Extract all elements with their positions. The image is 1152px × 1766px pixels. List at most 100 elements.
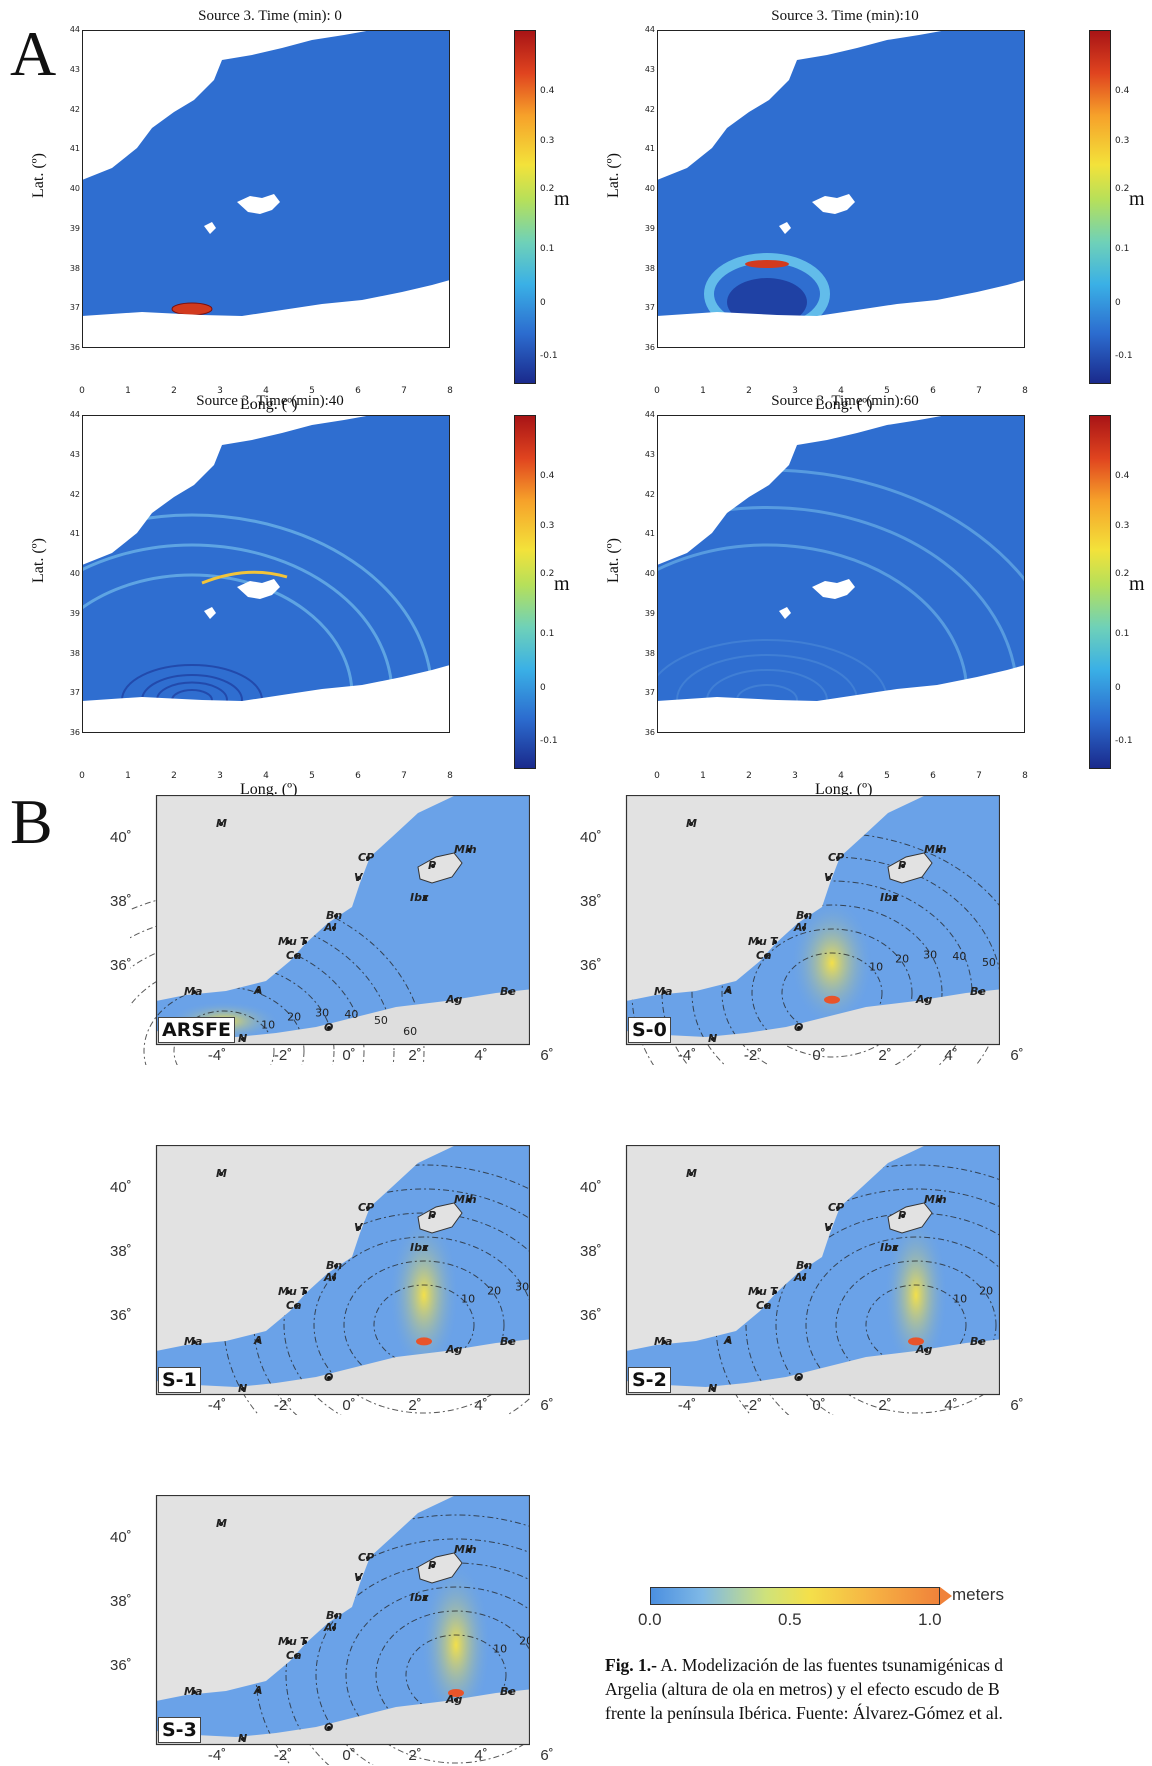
scenario-tag: ARSFE	[158, 1017, 235, 1043]
x-tick-label: 5	[309, 386, 315, 396]
place-label: Ag	[915, 1343, 933, 1356]
map-frame	[625, 1145, 1000, 1396]
place-dot	[334, 1264, 338, 1268]
y-tick-label: 36	[644, 728, 655, 737]
wave-colorbar	[514, 415, 536, 769]
travel-time-contour	[315, 1562, 530, 1765]
place-dot	[327, 1026, 331, 1030]
colorbar-mid: 0.5	[778, 1610, 802, 1629]
place-label: Ma	[184, 985, 202, 998]
x-tick-label: 8	[447, 771, 453, 781]
place-dot	[804, 1264, 808, 1268]
place-dot	[334, 914, 338, 918]
colorbar-tick: 0	[540, 683, 546, 693]
travel-time-contour	[721, 904, 943, 1065]
wave-energy-hotspot	[388, 1213, 460, 1377]
travel-time-contour	[751, 928, 913, 1058]
place-label: CP	[358, 1201, 374, 1214]
lat-tick-label: 36˚	[580, 957, 602, 974]
lon-tick-label: 0˚	[812, 1397, 826, 1414]
place-label: Be	[500, 1335, 516, 1348]
y-tick-label: 41	[69, 529, 80, 539]
place-dot	[467, 848, 471, 852]
y-tick-label: 39	[69, 608, 80, 618]
place-label: Al	[793, 921, 807, 934]
colorbar-tick: 0.1	[1115, 629, 1130, 639]
y-tick-label: 39	[644, 223, 655, 233]
wave-colorbar	[1089, 415, 1111, 769]
y-tick-label: 44	[644, 410, 655, 419]
colorbar-tick: 0.3	[1115, 521, 1130, 531]
place-dot	[431, 864, 435, 868]
place-label: Ca	[286, 1649, 302, 1662]
place-dot	[756, 940, 760, 944]
place-label: Mlh	[454, 1543, 477, 1556]
x-tick-label: 4	[263, 386, 269, 396]
crest	[745, 260, 789, 268]
place-label: T	[770, 1285, 779, 1298]
place-dot	[467, 1198, 471, 1202]
y-axis-label: Lat. (º)	[605, 153, 622, 198]
x-tick-label: 7	[401, 771, 407, 781]
place-label: CP	[828, 1201, 844, 1214]
scenario-map: MCPVIbzMlhPBnAlMuTCaMaAGNOAgBe1020304050…	[580, 795, 1024, 1065]
travel-time-contour	[345, 1586, 530, 1764]
place-label: N	[708, 1032, 717, 1045]
mallorca-island	[417, 1552, 463, 1584]
african-land	[626, 1339, 1000, 1395]
place-dot	[924, 1348, 928, 1352]
place-label: Mu	[748, 1285, 767, 1298]
place-dot	[357, 1576, 361, 1580]
x-tick-label: 2	[171, 386, 177, 396]
x-tick-label: 5	[309, 771, 315, 781]
x-tick-label: 1	[700, 771, 706, 781]
source-location	[416, 1337, 432, 1346]
lon-tick-label: -2˚	[743, 1397, 763, 1414]
place-dot	[827, 876, 831, 880]
place-label: Be	[970, 1335, 986, 1348]
iberian-coast	[657, 415, 947, 565]
place-dot	[901, 864, 905, 868]
x-tick-label: 5	[884, 386, 890, 396]
y-tick-label: 41	[69, 144, 80, 154]
place-dot	[836, 856, 840, 860]
place-dot	[241, 1387, 245, 1391]
iberian-land	[156, 795, 530, 1001]
place-dot	[219, 1172, 223, 1176]
place-label: V	[354, 1221, 364, 1234]
place-label: Bn	[326, 1609, 342, 1622]
lat-tick-label: 36˚	[580, 1307, 602, 1324]
place-label: Ma	[654, 1335, 672, 1348]
y-tick-label: 43	[644, 449, 655, 459]
wave-colorbar	[1089, 30, 1111, 384]
place-label: T	[770, 935, 779, 948]
iberian-coast	[657, 30, 947, 180]
mallorca-island	[887, 1202, 933, 1234]
x-tick-label: 8	[1022, 771, 1028, 781]
x-tick-label: 3	[792, 386, 798, 396]
place-dot	[937, 848, 941, 852]
x-tick-label: 7	[976, 386, 982, 396]
x-tick-label: 8	[447, 386, 453, 396]
map-frame	[82, 30, 450, 348]
y-tick-label: 38	[644, 263, 655, 273]
african-coast	[82, 280, 450, 348]
scenario-svg: MCPVIbzMlhPBnAlMuTCaMaAGNOAgBe1020304050…	[625, 795, 1000, 1065]
colorbar-tick: 0	[540, 298, 546, 308]
place-label: Be	[500, 985, 516, 998]
place-dot	[508, 1690, 512, 1694]
place-dot	[219, 1522, 223, 1526]
y-tick-label: 42	[644, 104, 655, 114]
iberian-land	[626, 795, 1000, 1001]
place-dot	[662, 1340, 666, 1344]
x-tick-label: 4	[263, 771, 269, 781]
place-label: N	[238, 1032, 247, 1045]
lon-tick-label: -4˚	[207, 1747, 227, 1764]
place-dot	[773, 1290, 777, 1294]
place-dot	[241, 1037, 245, 1041]
place-label: Ca	[756, 1299, 772, 1312]
place-dot	[454, 1698, 458, 1702]
place-label: O	[794, 1021, 803, 1034]
wave-height-map	[82, 415, 450, 733]
source-location	[908, 1337, 924, 1346]
